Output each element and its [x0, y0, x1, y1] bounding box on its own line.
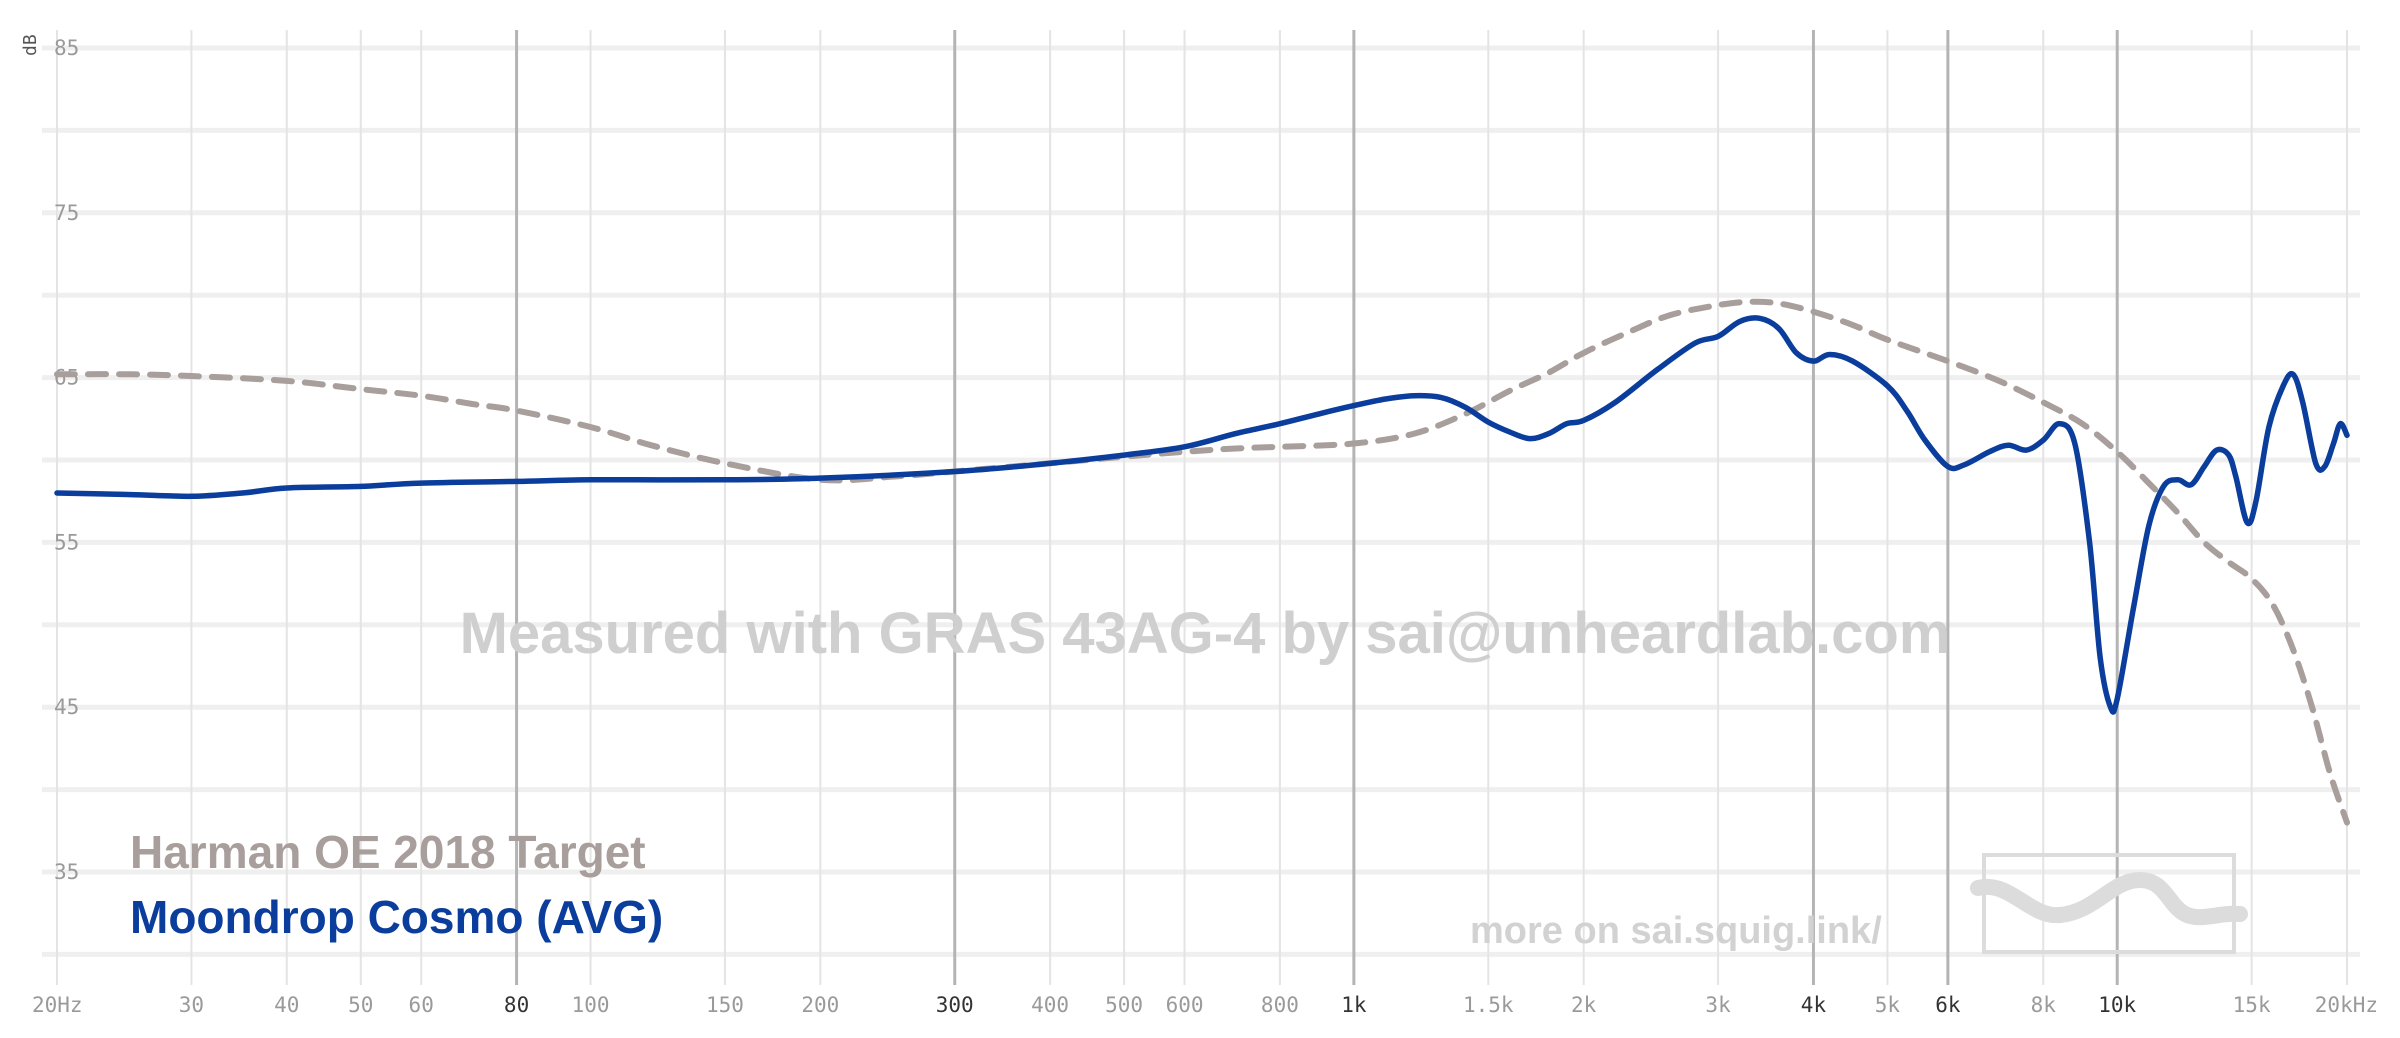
x-tick-label: 50 — [348, 993, 373, 1017]
x-tick-label: 80 — [504, 993, 529, 1017]
x-tick-label: 200 — [801, 993, 839, 1017]
x-axis-tick-labels: 20Hz 30 40 50 60 80 100 150 200 300 400 500 600 800 1k… — [32, 993, 2378, 1017]
target-curve — [54, 298, 2350, 826]
x-tick-label: 20Hz — [32, 993, 83, 1017]
x-tick-label: 150 — [706, 993, 744, 1017]
x-tick-label: 500 — [1105, 993, 1143, 1017]
y-tick-label: 55 — [54, 530, 79, 554]
x-tick-label: 100 — [572, 993, 610, 1017]
horizontal-gridlines — [42, 45, 2360, 957]
y-tick-label: 85 — [54, 36, 79, 60]
y-tick-label: 65 — [54, 366, 79, 390]
x-tick-label: 10k — [2098, 993, 2136, 1017]
x-tick-label: 300 — [936, 993, 974, 1017]
x-tick-label: 5k — [1875, 993, 1901, 1017]
x-tick-label: 800 — [1261, 993, 1299, 1017]
squig-logo-frame — [1982, 853, 2236, 954]
x-tick-label: 400 — [1031, 993, 1069, 1017]
x-tick-label: 8k — [2031, 993, 2057, 1017]
y-tick-label: 45 — [54, 695, 79, 719]
footer-link-text[interactable]: more on sai.squig.link/ — [1470, 910, 1882, 952]
measurement-curve — [54, 315, 2350, 715]
x-tick-label: 6k — [1935, 993, 1961, 1017]
x-tick-label: 4k — [1801, 993, 1827, 1017]
legend-measurement-label: Moondrop Cosmo (AVG) — [130, 891, 663, 943]
y-axis-unit-label: dB — [20, 34, 41, 56]
y-tick-label: 75 — [54, 201, 79, 225]
squig-logo — [1970, 853, 2248, 954]
measurement-watermark: Measured with GRAS 43AG-4 by sai@unheard… — [460, 601, 1951, 666]
vertical-gridlines — [56, 30, 2348, 985]
legend-target-label: Harman OE 2018 Target — [130, 826, 646, 878]
y-tick-label: 35 — [54, 860, 79, 884]
x-tick-label: 15k — [2233, 993, 2271, 1017]
x-tick-label: 60 — [409, 993, 434, 1017]
x-tick-label: 20kHz — [2315, 993, 2378, 1017]
x-tick-label: 1k — [1341, 993, 1367, 1017]
x-tick-label: 600 — [1166, 993, 1204, 1017]
x-tick-label: 30 — [179, 993, 204, 1017]
y-axis-tick-labels: 85 75 65 55 45 35 — [54, 36, 79, 884]
squig-logo-wave — [1970, 871, 2248, 926]
x-tick-label: 2k — [1571, 993, 1597, 1017]
series-layer — [54, 298, 2350, 826]
x-tick-label: 40 — [274, 993, 299, 1017]
x-tick-label: 3k — [1705, 993, 1731, 1017]
x-tick-label: 1.5k — [1463, 993, 1514, 1017]
